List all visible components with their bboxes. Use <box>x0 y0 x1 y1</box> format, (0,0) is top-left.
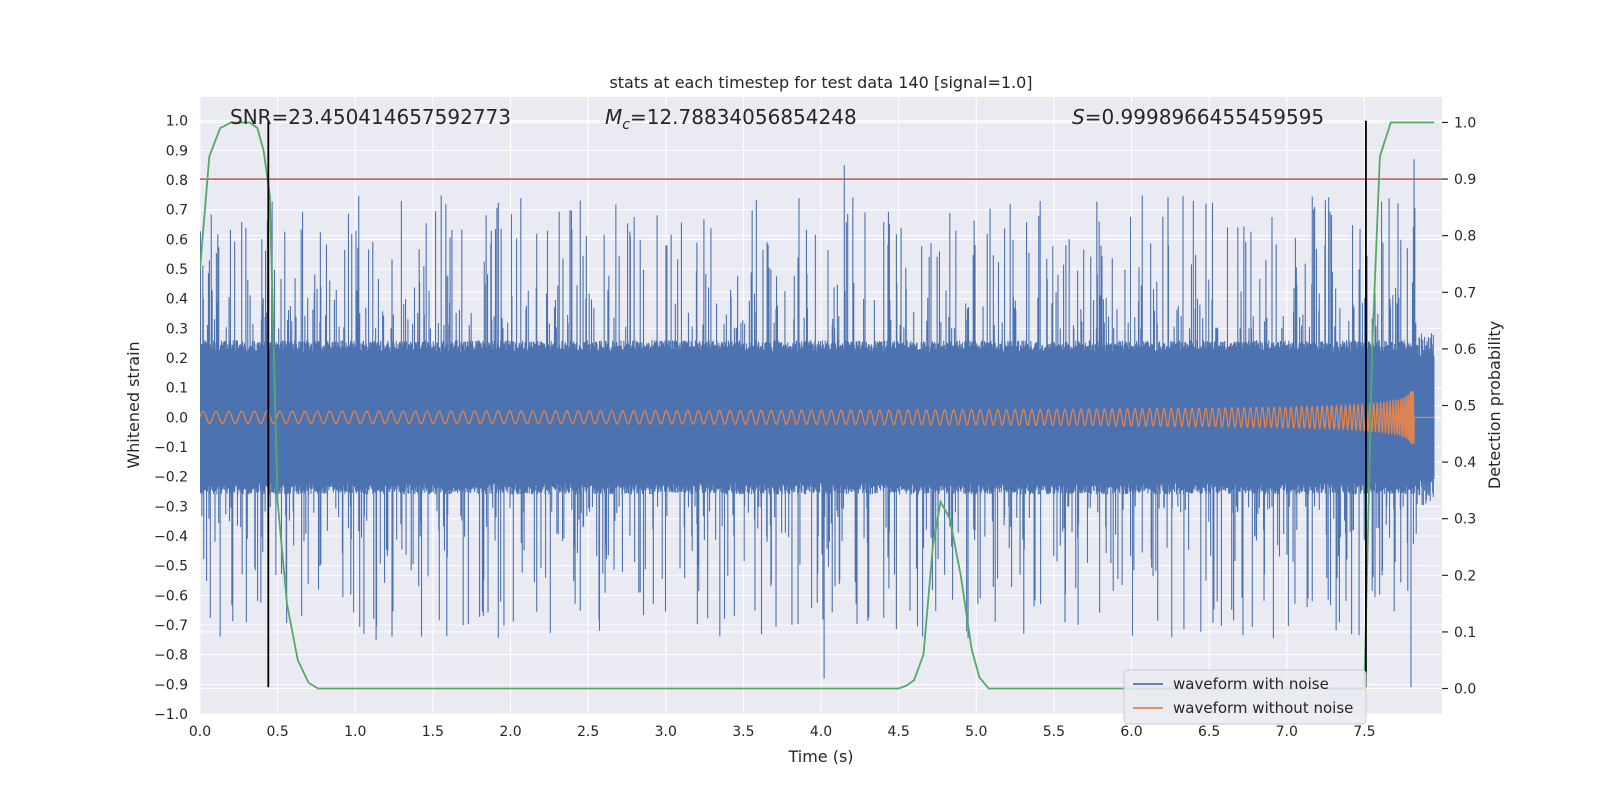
y2-tick-label: 0.7 <box>1454 285 1476 301</box>
x-tick-label: 6.5 <box>1198 724 1220 740</box>
chart-title: stats at each timestep for test data 140… <box>609 73 1032 92</box>
y-tick-label: −0.2 <box>154 470 188 486</box>
score-annotation: S=0.9998966455459595 <box>1072 105 1324 129</box>
x-tick-label: 4.0 <box>810 724 832 740</box>
y-tick-label: −0.7 <box>154 618 188 634</box>
y-axis-ticks: −1.0 −0.9 −0.8 −0.7 −0.6 −0.5 −0.4 −0.3 −0.2 −0.1… <box>154 114 188 723</box>
y-tick-label: 0.2 <box>166 351 188 367</box>
y-tick-label: −0.5 <box>154 559 188 575</box>
x-tick-label: 5.5 <box>1043 724 1065 740</box>
signal-series <box>200 390 1435 445</box>
y-tick-label: 0.0 <box>166 410 188 426</box>
y2-axis-label: Detection probability <box>1485 321 1504 489</box>
chirp-mass-annotation: Mc=12.78834056854248 <box>605 105 857 133</box>
legend-box <box>1123 669 1367 725</box>
y-tick-label: −0.1 <box>154 440 188 456</box>
y2-tick-label: 0.0 <box>1454 682 1476 698</box>
x-tick-label: 3.5 <box>732 724 754 740</box>
x-tick-label: 0.0 <box>189 724 211 740</box>
y2-tick-label: 0.1 <box>1454 625 1476 641</box>
y-tick-label: 0.7 <box>166 203 188 219</box>
y2-tick-label: 0.8 <box>1454 229 1476 245</box>
x-tick-label: 3.0 <box>655 724 677 740</box>
x-tick-label: 5.0 <box>965 724 987 740</box>
y2-tick-label: 1.0 <box>1454 115 1476 131</box>
y2-tick-label: 0.9 <box>1454 172 1476 188</box>
y-tick-label: −1.0 <box>154 707 188 723</box>
y-tick-label: 1.0 <box>166 114 188 130</box>
score-symbol: S <box>1072 105 1085 129</box>
x-tick-label: 0.5 <box>266 724 288 740</box>
y-tick-label: 0.8 <box>166 173 188 189</box>
y-tick-label: 0.3 <box>166 321 188 337</box>
chirp-mass-subscript: c <box>622 117 630 133</box>
y-tick-label: 0.4 <box>166 292 188 308</box>
y-tick-label: −0.3 <box>154 499 188 515</box>
y2-tick-label: 0.3 <box>1454 512 1476 528</box>
y2-axis-ticks: 0.0 0.1 0.2 0.3 0.4 0.5 0.6 0.7 0.8 0.9 1.0 <box>1442 115 1476 698</box>
chirp-mass-value: =12.78834056854248 <box>630 105 857 129</box>
y-tick-label: −0.9 <box>154 677 188 693</box>
signal-waveform-line <box>200 390 1435 445</box>
x-tick-label: 6.0 <box>1120 724 1142 740</box>
x-axis-label: Time (s) <box>787 747 853 766</box>
legend: waveform with noise waveform without noi… <box>1123 669 1367 725</box>
x-tick-label: 4.5 <box>887 724 909 740</box>
y-tick-label: 0.5 <box>166 262 188 278</box>
y2-tick-label: 0.5 <box>1454 399 1476 415</box>
y-tick-label: 0.1 <box>166 381 188 397</box>
chirp-mass-symbol: M <box>605 105 622 129</box>
x-tick-label: 7.0 <box>1276 724 1298 740</box>
y2-tick-label: 0.2 <box>1454 568 1476 584</box>
snr-annotation: SNR=23.450414657592773 <box>230 105 511 129</box>
y-tick-label: 0.6 <box>166 232 188 248</box>
y-tick-label: 0.9 <box>166 143 188 159</box>
x-tick-label: 1.0 <box>344 724 366 740</box>
y-tick-label: −0.8 <box>154 648 188 664</box>
x-tick-label: 2.0 <box>499 724 521 740</box>
x-axis-ticks: 0.0 0.5 1.0 1.5 2.0 2.5 3.0 3.5 4.0 4.5 5.0 5.5 6.0 6… <box>189 724 1376 740</box>
y-axis-label: Whitened strain <box>124 341 143 468</box>
y-tick-label: −0.4 <box>154 529 188 545</box>
y2-tick-label: 0.6 <box>1454 342 1476 358</box>
x-tick-label: 1.5 <box>422 724 444 740</box>
y2-tick-label: 0.4 <box>1454 455 1476 471</box>
legend-label-signal: waveform without noise <box>1173 699 1353 717</box>
x-tick-label: 2.5 <box>577 724 599 740</box>
legend-label-noise: waveform with noise <box>1173 675 1329 693</box>
y-tick-label: −0.6 <box>154 588 188 604</box>
x-tick-label: 7.5 <box>1353 724 1375 740</box>
score-value: =0.9998966455459595 <box>1085 105 1324 129</box>
